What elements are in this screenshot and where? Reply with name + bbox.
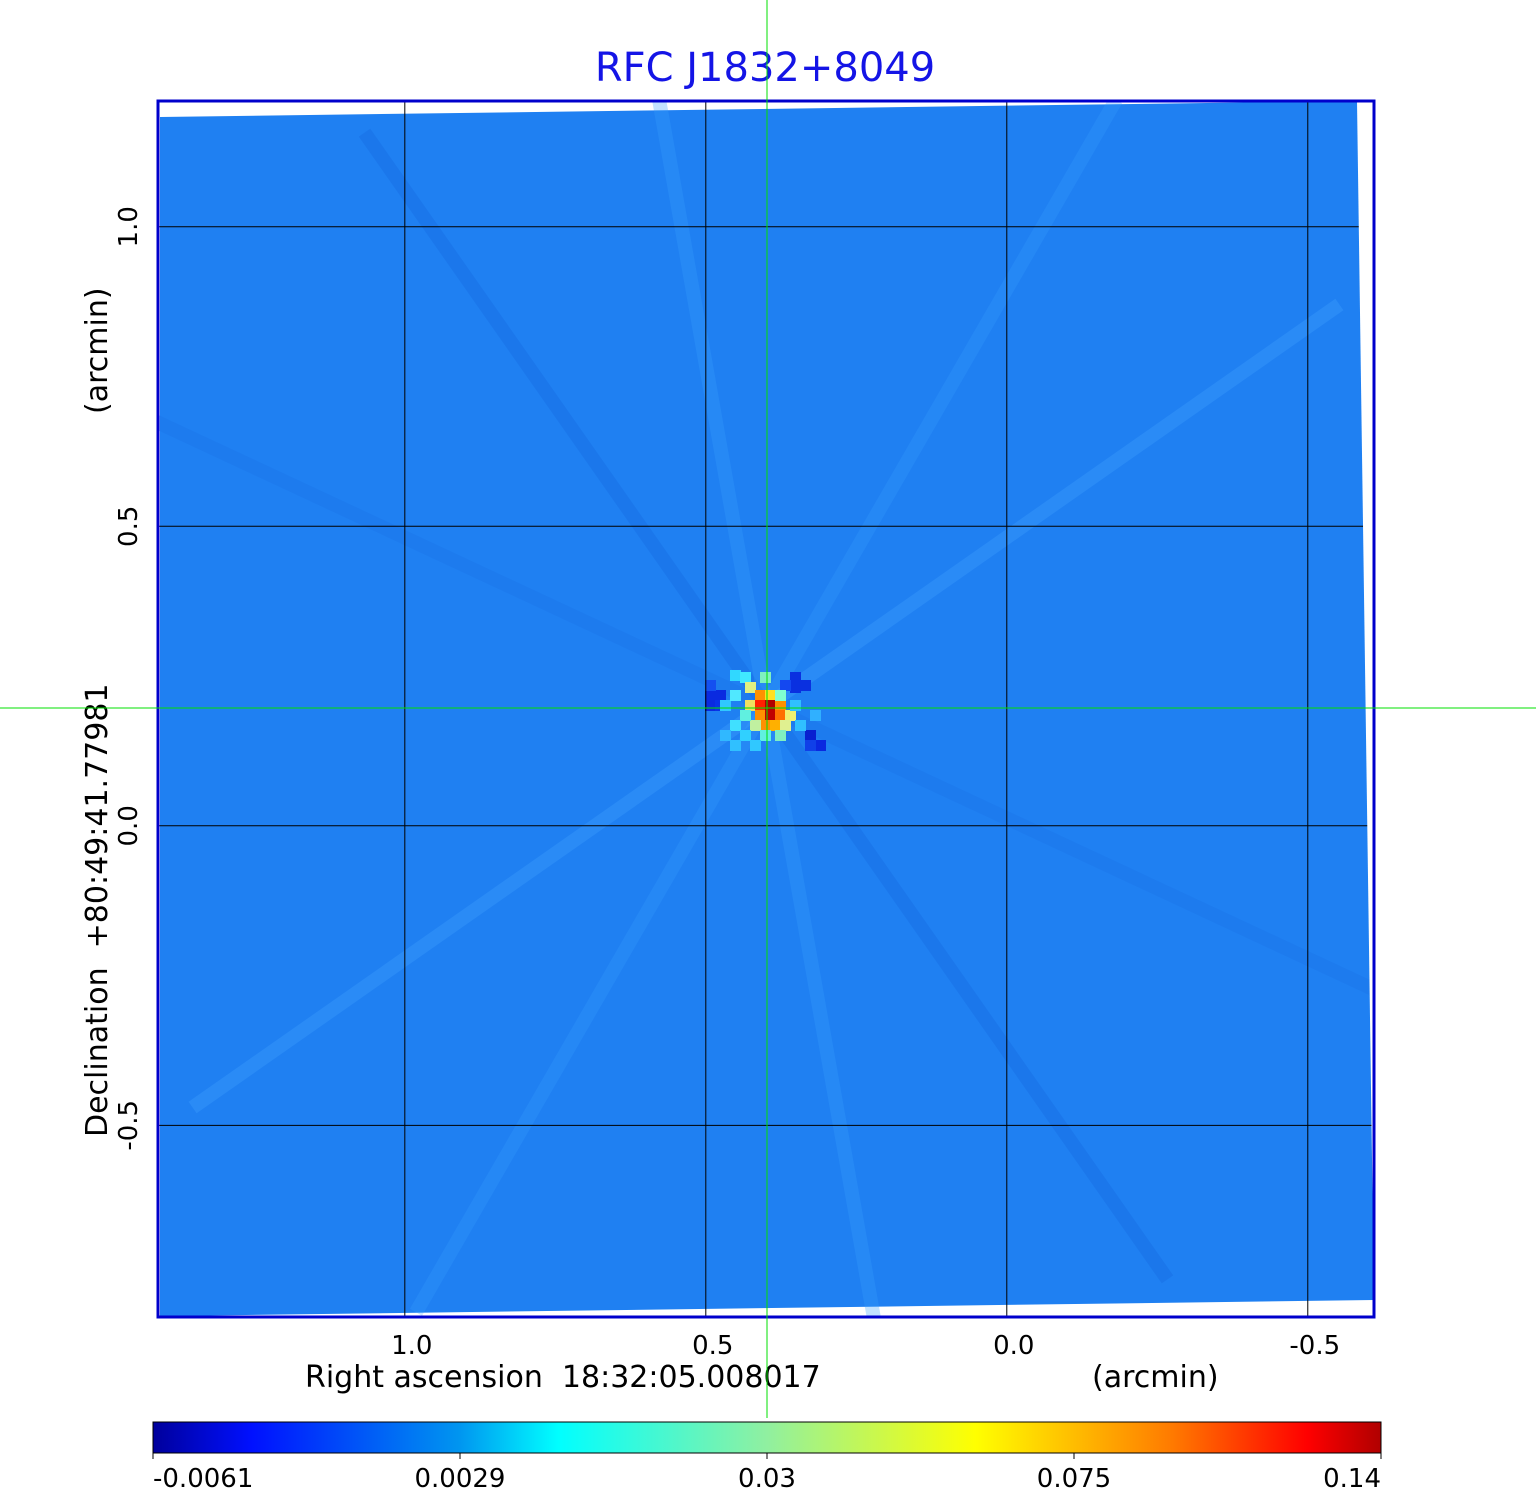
y-tick-label: 0.0 [114, 805, 144, 846]
image-pixel [785, 710, 796, 721]
image-pixel [755, 710, 766, 721]
image-pixel [760, 672, 771, 683]
y-tick-label: 1.0 [114, 206, 144, 247]
x-tick-label: 0.5 [692, 1331, 733, 1361]
x-axis-unit: (arcmin) [1092, 1360, 1219, 1395]
image-pixel [750, 740, 761, 751]
image-pixel [730, 740, 741, 751]
image-pixel [705, 680, 716, 691]
image-pixel [750, 720, 761, 731]
colorbar [152, 1421, 1382, 1454]
image-pixel [755, 690, 766, 701]
image-pixel [730, 670, 741, 681]
radio-source-pixels [705, 670, 826, 751]
image-pixel [775, 690, 786, 701]
image-pixel [805, 730, 816, 741]
x-tick-label: 0.0 [993, 1331, 1034, 1361]
x-axis-label: Right ascension 18:32:05.008017 [305, 1360, 821, 1395]
image-pixel [765, 710, 776, 721]
image-pixel [715, 690, 726, 701]
image-pixel [790, 682, 801, 693]
image-pixel [705, 700, 716, 711]
image-pixel [760, 730, 771, 741]
x-tick-labels: 1.0 0.5 0.0 -0.5 [391, 1331, 1340, 1361]
y-tick-label: 0.5 [114, 506, 144, 547]
image-pixel [745, 682, 756, 693]
chart-title: RFC J1832+8049 [595, 45, 935, 91]
image-pixel [780, 680, 791, 691]
image-pixel [740, 710, 751, 721]
image-pixel [810, 710, 821, 721]
image-pixel [800, 680, 811, 691]
image-pixel [755, 700, 766, 711]
image-pixel [775, 710, 786, 721]
image-pixel [795, 720, 806, 731]
image-pixel [765, 690, 776, 701]
image-pixel [775, 700, 786, 711]
image-pixel [790, 672, 801, 683]
x-tick-label: 1.0 [391, 1331, 432, 1361]
image-pixel [720, 730, 731, 741]
image-pixel [765, 700, 776, 711]
colorbar-ticks: -0.0061 0.0029 0.03 0.075 0.14 [152, 1453, 1382, 1494]
x-tick-label: -0.5 [1289, 1331, 1340, 1361]
y-axis-label: Declination +80:49:41.77981 [80, 683, 115, 1137]
image-pixel [790, 700, 801, 711]
image-pixel [740, 730, 751, 741]
image-pixel [775, 730, 786, 741]
image-pixel [740, 672, 751, 683]
image-pixel [815, 740, 826, 751]
colorbar-tick-label: 0.03 [738, 1464, 796, 1494]
colorbar-tick-label: 0.075 [1037, 1464, 1111, 1494]
image-pixel [780, 720, 791, 731]
image-pixel [720, 700, 731, 711]
y-axis-unit: (arcmin) [80, 287, 115, 414]
plot-frame [156, 99, 1376, 1319]
colorbar-tick-label: 0.14 [1323, 1464, 1381, 1494]
image-pixel [745, 700, 756, 711]
image-pixel [760, 720, 771, 731]
image-pixel [730, 720, 741, 731]
colorbar-tick-label: 0.0029 [415, 1464, 506, 1494]
y-tick-label: -0.5 [114, 1100, 144, 1151]
colorbar-tick-label: -0.0061 [153, 1464, 253, 1494]
image-pixel [805, 740, 816, 751]
coordinate-grid [158, 101, 1374, 1317]
image-pixel [770, 720, 781, 731]
image-pixel [730, 690, 741, 701]
y-tick-labels: 1.0 0.5 0.0 -0.5 [114, 206, 144, 1151]
image-pixel [705, 690, 716, 701]
